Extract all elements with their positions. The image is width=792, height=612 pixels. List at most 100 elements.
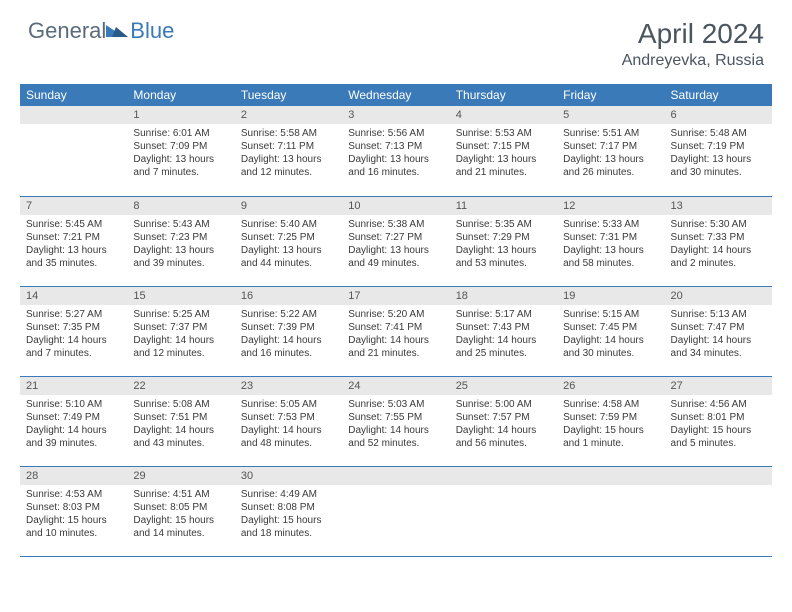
day-number: 25 (450, 377, 557, 395)
day-number: 14 (20, 287, 127, 305)
calendar-day-cell: 6Sunrise: 5:48 AMSunset: 7:19 PMDaylight… (665, 106, 772, 196)
day-content: Sunrise: 5:13 AMSunset: 7:47 PMDaylight:… (665, 305, 772, 366)
day-header: Monday (127, 84, 234, 106)
day-content: Sunrise: 5:27 AMSunset: 7:35 PMDaylight:… (20, 305, 127, 366)
calendar-day-cell (557, 466, 664, 556)
daylight-text: Daylight: 15 hours and 5 minutes. (671, 424, 766, 450)
day-content: Sunrise: 5:33 AMSunset: 7:31 PMDaylight:… (557, 215, 664, 276)
day-number: 17 (342, 287, 449, 305)
sunset-text: Sunset: 7:29 PM (456, 231, 551, 244)
day-number: 11 (450, 197, 557, 215)
day-header: Thursday (450, 84, 557, 106)
calendar-day-cell: 29Sunrise: 4:51 AMSunset: 8:05 PMDayligh… (127, 466, 234, 556)
day-content: Sunrise: 5:30 AMSunset: 7:33 PMDaylight:… (665, 215, 772, 276)
sunset-text: Sunset: 7:57 PM (456, 411, 551, 424)
daylight-text: Daylight: 14 hours and 39 minutes. (26, 424, 121, 450)
sunset-text: Sunset: 7:23 PM (133, 231, 228, 244)
day-header: Saturday (665, 84, 772, 106)
calendar-day-cell: 20Sunrise: 5:13 AMSunset: 7:47 PMDayligh… (665, 286, 772, 376)
empty-daynum-bar (450, 467, 557, 485)
day-number: 16 (235, 287, 342, 305)
calendar-body: 1Sunrise: 6:01 AMSunset: 7:09 PMDaylight… (20, 106, 772, 556)
calendar-head: SundayMondayTuesdayWednesdayThursdayFrid… (20, 84, 772, 106)
daylight-text: Daylight: 14 hours and 25 minutes. (456, 334, 551, 360)
sunset-text: Sunset: 8:05 PM (133, 501, 228, 514)
daylight-text: Daylight: 15 hours and 1 minute. (563, 424, 658, 450)
calendar-day-cell: 23Sunrise: 5:05 AMSunset: 7:53 PMDayligh… (235, 376, 342, 466)
sunrise-text: Sunrise: 5:00 AM (456, 398, 551, 411)
sunrise-text: Sunrise: 4:49 AM (241, 488, 336, 501)
calendar-day-cell: 21Sunrise: 5:10 AMSunset: 7:49 PMDayligh… (20, 376, 127, 466)
day-content: Sunrise: 5:25 AMSunset: 7:37 PMDaylight:… (127, 305, 234, 366)
daylight-text: Daylight: 14 hours and 56 minutes. (456, 424, 551, 450)
day-number: 28 (20, 467, 127, 485)
daylight-text: Daylight: 13 hours and 12 minutes. (241, 153, 336, 179)
sunset-text: Sunset: 7:53 PM (241, 411, 336, 424)
calendar-day-cell: 2Sunrise: 5:58 AMSunset: 7:11 PMDaylight… (235, 106, 342, 196)
sunset-text: Sunset: 8:08 PM (241, 501, 336, 514)
day-number: 12 (557, 197, 664, 215)
sunset-text: Sunset: 7:27 PM (348, 231, 443, 244)
sunset-text: Sunset: 7:39 PM (241, 321, 336, 334)
day-content: Sunrise: 5:51 AMSunset: 7:17 PMDaylight:… (557, 124, 664, 185)
day-content: Sunrise: 4:49 AMSunset: 8:08 PMDaylight:… (235, 485, 342, 546)
calendar-day-cell: 30Sunrise: 4:49 AMSunset: 8:08 PMDayligh… (235, 466, 342, 556)
calendar-day-cell: 9Sunrise: 5:40 AMSunset: 7:25 PMDaylight… (235, 196, 342, 286)
sunrise-text: Sunrise: 5:20 AM (348, 308, 443, 321)
day-number: 23 (235, 377, 342, 395)
sunrise-text: Sunrise: 5:33 AM (563, 218, 658, 231)
sunset-text: Sunset: 7:09 PM (133, 140, 228, 153)
daylight-text: Daylight: 14 hours and 16 minutes. (241, 334, 336, 360)
calendar-day-cell: 10Sunrise: 5:38 AMSunset: 7:27 PMDayligh… (342, 196, 449, 286)
calendar-day-cell: 8Sunrise: 5:43 AMSunset: 7:23 PMDaylight… (127, 196, 234, 286)
sunrise-text: Sunrise: 5:40 AM (241, 218, 336, 231)
title-block: April 2024 Andreyevka, Russia (622, 18, 764, 70)
sunrise-text: Sunrise: 5:35 AM (456, 218, 551, 231)
daylight-text: Daylight: 13 hours and 16 minutes. (348, 153, 443, 179)
daylight-text: Daylight: 13 hours and 21 minutes. (456, 153, 551, 179)
daylight-text: Daylight: 13 hours and 7 minutes. (133, 153, 228, 179)
calendar-day-cell: 18Sunrise: 5:17 AMSunset: 7:43 PMDayligh… (450, 286, 557, 376)
sunset-text: Sunset: 7:31 PM (563, 231, 658, 244)
sunrise-text: Sunrise: 5:25 AM (133, 308, 228, 321)
triangle-logo-icon (106, 23, 128, 39)
day-number: 10 (342, 197, 449, 215)
sunset-text: Sunset: 7:49 PM (26, 411, 121, 424)
sunrise-text: Sunrise: 4:56 AM (671, 398, 766, 411)
empty-daynum-bar (20, 106, 127, 124)
day-content: Sunrise: 5:45 AMSunset: 7:21 PMDaylight:… (20, 215, 127, 276)
day-number: 20 (665, 287, 772, 305)
day-content: Sunrise: 5:53 AMSunset: 7:15 PMDaylight:… (450, 124, 557, 185)
day-number: 9 (235, 197, 342, 215)
daylight-text: Daylight: 13 hours and 49 minutes. (348, 244, 443, 270)
day-number: 5 (557, 106, 664, 124)
sunrise-text: Sunrise: 5:56 AM (348, 127, 443, 140)
sunset-text: Sunset: 7:43 PM (456, 321, 551, 334)
logo-text-general: General (28, 18, 106, 44)
calendar-day-cell: 5Sunrise: 5:51 AMSunset: 7:17 PMDaylight… (557, 106, 664, 196)
page-header: General Blue April 2024 Andreyevka, Russ… (0, 0, 792, 78)
sunset-text: Sunset: 7:47 PM (671, 321, 766, 334)
calendar-day-cell: 1Sunrise: 6:01 AMSunset: 7:09 PMDaylight… (127, 106, 234, 196)
day-header: Tuesday (235, 84, 342, 106)
sunrise-text: Sunrise: 4:51 AM (133, 488, 228, 501)
sunrise-text: Sunrise: 5:08 AM (133, 398, 228, 411)
sunrise-text: Sunrise: 5:43 AM (133, 218, 228, 231)
day-header: Sunday (20, 84, 127, 106)
calendar-day-cell: 14Sunrise: 5:27 AMSunset: 7:35 PMDayligh… (20, 286, 127, 376)
calendar-day-cell (450, 466, 557, 556)
calendar-day-cell: 3Sunrise: 5:56 AMSunset: 7:13 PMDaylight… (342, 106, 449, 196)
day-content: Sunrise: 5:22 AMSunset: 7:39 PMDaylight:… (235, 305, 342, 366)
day-content: Sunrise: 4:51 AMSunset: 8:05 PMDaylight:… (127, 485, 234, 546)
day-number: 15 (127, 287, 234, 305)
calendar-day-cell: 11Sunrise: 5:35 AMSunset: 7:29 PMDayligh… (450, 196, 557, 286)
day-content: Sunrise: 5:03 AMSunset: 7:55 PMDaylight:… (342, 395, 449, 456)
sunrise-text: Sunrise: 5:51 AM (563, 127, 658, 140)
sunrise-text: Sunrise: 5:10 AM (26, 398, 121, 411)
sunrise-text: Sunrise: 5:13 AM (671, 308, 766, 321)
daylight-text: Daylight: 14 hours and 2 minutes. (671, 244, 766, 270)
sunset-text: Sunset: 7:17 PM (563, 140, 658, 153)
day-content: Sunrise: 5:00 AMSunset: 7:57 PMDaylight:… (450, 395, 557, 456)
calendar-week-row: 7Sunrise: 5:45 AMSunset: 7:21 PMDaylight… (20, 196, 772, 286)
day-number: 29 (127, 467, 234, 485)
